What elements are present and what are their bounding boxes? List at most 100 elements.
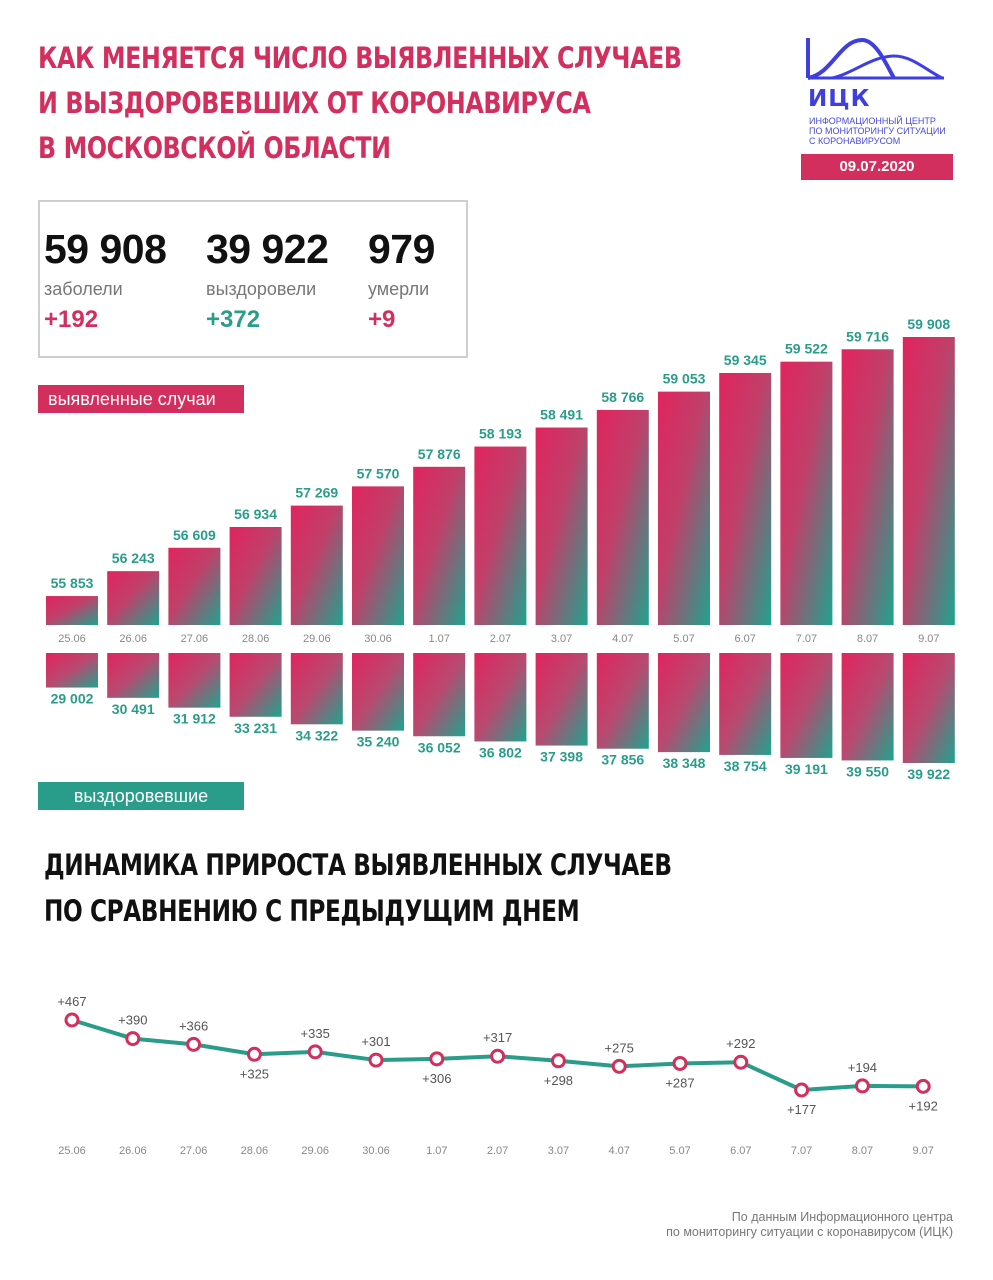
- growth-point-label: +292: [726, 1036, 755, 1051]
- cases-bar: [719, 372, 772, 625]
- stat-cases-delta: +192: [44, 306, 99, 333]
- source-note: По данным Информационного центра по мони…: [666, 1210, 953, 1240]
- cases-bar-label: 55 853: [51, 575, 94, 591]
- growth-point-label: +287: [665, 1075, 694, 1090]
- cases-bar-label: 59 716: [846, 328, 889, 344]
- recovered-bar: [535, 653, 588, 746]
- logo-wave-icon: [806, 37, 944, 80]
- growth-point-label: +192: [909, 1098, 938, 1113]
- recovered-bar: [596, 653, 649, 749]
- line-category-label: 26.06: [119, 1145, 147, 1157]
- growth-point-label: +467: [57, 994, 86, 1009]
- line-chart-title-line-2: ПО СРАВНЕНИЮ С ПРЕДЫДУЩИМ ДНЕМ: [44, 894, 580, 928]
- bar-category-label: 29.06: [303, 633, 331, 645]
- recovered-bar-label: 34 322: [295, 727, 338, 743]
- growth-point: [733, 1054, 749, 1070]
- recovered-bar: [107, 653, 160, 698]
- cases-bar: [902, 337, 955, 625]
- recovered-tag: выздоровевшие: [38, 782, 244, 810]
- stat-deaths-delta: +9: [368, 306, 396, 333]
- growth-point-label: +325: [240, 1066, 269, 1081]
- logo-abbr: ИЦК: [808, 86, 871, 112]
- page-title: КАК МЕНЯЕТСЯ ЧИСЛО ВЫЯВЛЕННЫХ СЛУЧАЕВ И …: [38, 36, 682, 171]
- recovered-bar-label: 30 491: [112, 701, 155, 717]
- recovered-bar: [168, 653, 221, 708]
- growth-point-label: +275: [605, 1040, 634, 1055]
- title-line-3: В МОСКОВСКОЙ ОБЛАСТИ: [38, 131, 391, 165]
- logo-org-line-1: ИНФОРМАЦИОННЫЙ ЦЕНТР: [809, 116, 936, 126]
- growth-point-label: +298: [544, 1073, 573, 1088]
- growth-point: [854, 1078, 870, 1094]
- title-line-1: КАК МЕНЯЕТСЯ ЧИСЛО ВЫЯВЛЕННЫХ СЛУЧАЕВ: [38, 41, 682, 75]
- line-category-label: 2.07: [487, 1145, 508, 1157]
- growth-point: [550, 1053, 566, 1069]
- bar-category-label: 28.06: [242, 633, 270, 645]
- stats-panel: 59 908 заболели +192 39 922 выздоровели …: [38, 200, 468, 358]
- line-chart-title: ДИНАМИКА ПРИРОСТА ВЫЯВЛЕННЫХ СЛУЧАЕВ ПО …: [44, 842, 684, 934]
- growth-point: [490, 1048, 506, 1064]
- recovered-bar-label: 37 856: [601, 752, 644, 768]
- line-category-label: 28.06: [241, 1145, 269, 1157]
- bar-category-label: 2.07: [490, 633, 511, 645]
- recovered-bar: [902, 653, 955, 763]
- cases-bar: [107, 571, 160, 625]
- source-line-2: по мониторингу ситуации с коронавирусом …: [666, 1225, 953, 1239]
- line-category-label: 25.06: [58, 1145, 86, 1157]
- cases-bar: [535, 427, 588, 625]
- recovered-bar: [352, 653, 404, 731]
- growth-point: [368, 1052, 384, 1068]
- title-line-2: И ВЫЗДОРОВЕВШИХ ОТ КОРОНАВИРУСА: [38, 86, 591, 120]
- logo-org: ИНФОРМАЦИОННЫЙ ЦЕНТР ПО МОНИТОРИНГУ СИТУ…: [809, 116, 969, 146]
- cases-bar: [46, 596, 98, 625]
- cases-bar-label: 56 934: [234, 506, 277, 522]
- recovered-bar-label: 29 002: [51, 691, 94, 707]
- cases-bar-label: 57 570: [357, 465, 400, 481]
- source-line-1: По данным Информационного центра: [731, 1210, 953, 1224]
- growth-point-label: +366: [179, 1018, 208, 1033]
- recovered-bar: [719, 653, 772, 755]
- growth-point-label: +390: [118, 1013, 147, 1028]
- recovered-bar-label: 38 754: [724, 758, 767, 774]
- line-category-label: 1.07: [426, 1145, 447, 1157]
- growth-point: [915, 1078, 931, 1094]
- stat-cases-value: 59 908: [44, 226, 167, 272]
- bar-category-label: 27.06: [181, 633, 209, 645]
- stat-recovered-value: 39 922: [206, 226, 329, 272]
- bar-category-label: 26.06: [119, 633, 147, 645]
- stat-recovered-delta: +372: [206, 306, 261, 333]
- stat-deaths-value: 979: [368, 226, 435, 272]
- growth-point-label: +301: [361, 1034, 390, 1049]
- stat-cases-label: заболели: [44, 279, 123, 299]
- growth-point: [186, 1036, 202, 1052]
- cases-bar: [290, 505, 343, 625]
- bar-category-label: 8.07: [857, 633, 878, 645]
- recovered-bar-label: 39 922: [907, 766, 950, 782]
- stat-deaths-label: умерли: [368, 279, 430, 299]
- recovered-bar: [658, 653, 710, 753]
- bar-category-label: 25.06: [58, 633, 86, 645]
- stat-deaths: 979 умерли +9: [368, 226, 435, 334]
- recovered-bar-label: 33 231: [234, 720, 277, 736]
- recovered-bar: [841, 653, 894, 761]
- growth-point: [246, 1046, 262, 1062]
- recovered-bar-label: 38 348: [663, 755, 706, 771]
- line-category-label: 27.06: [180, 1145, 208, 1157]
- cases-bar-label: 56 243: [112, 550, 155, 566]
- recovered-bar: [780, 653, 833, 758]
- cases-bar: [168, 547, 221, 625]
- line-category-label: 7.07: [791, 1145, 812, 1157]
- line-category-label: 29.06: [301, 1145, 329, 1157]
- recovered-bar-label: 37 398: [540, 749, 583, 765]
- recovered-bar-label: 39 550: [846, 763, 889, 779]
- growth-point-label: +306: [422, 1071, 451, 1086]
- recovered-bar-label: 39 191: [785, 761, 828, 777]
- line-category-label: 6.07: [730, 1145, 751, 1157]
- cases-bar: [352, 486, 404, 625]
- cases-tag: выявленные случаи: [38, 385, 244, 413]
- bar-category-label: 3.07: [551, 633, 572, 645]
- stat-cases: 59 908 заболели +192: [44, 226, 167, 334]
- date-badge: 09.07.2020: [801, 154, 953, 180]
- line-chart-title-line-1: ДИНАМИКА ПРИРОСТА ВЫЯВЛЕННЫХ СЛУЧАЕВ: [44, 848, 672, 882]
- recovered-bar-label: 35 240: [357, 734, 400, 750]
- growth-point: [125, 1031, 141, 1047]
